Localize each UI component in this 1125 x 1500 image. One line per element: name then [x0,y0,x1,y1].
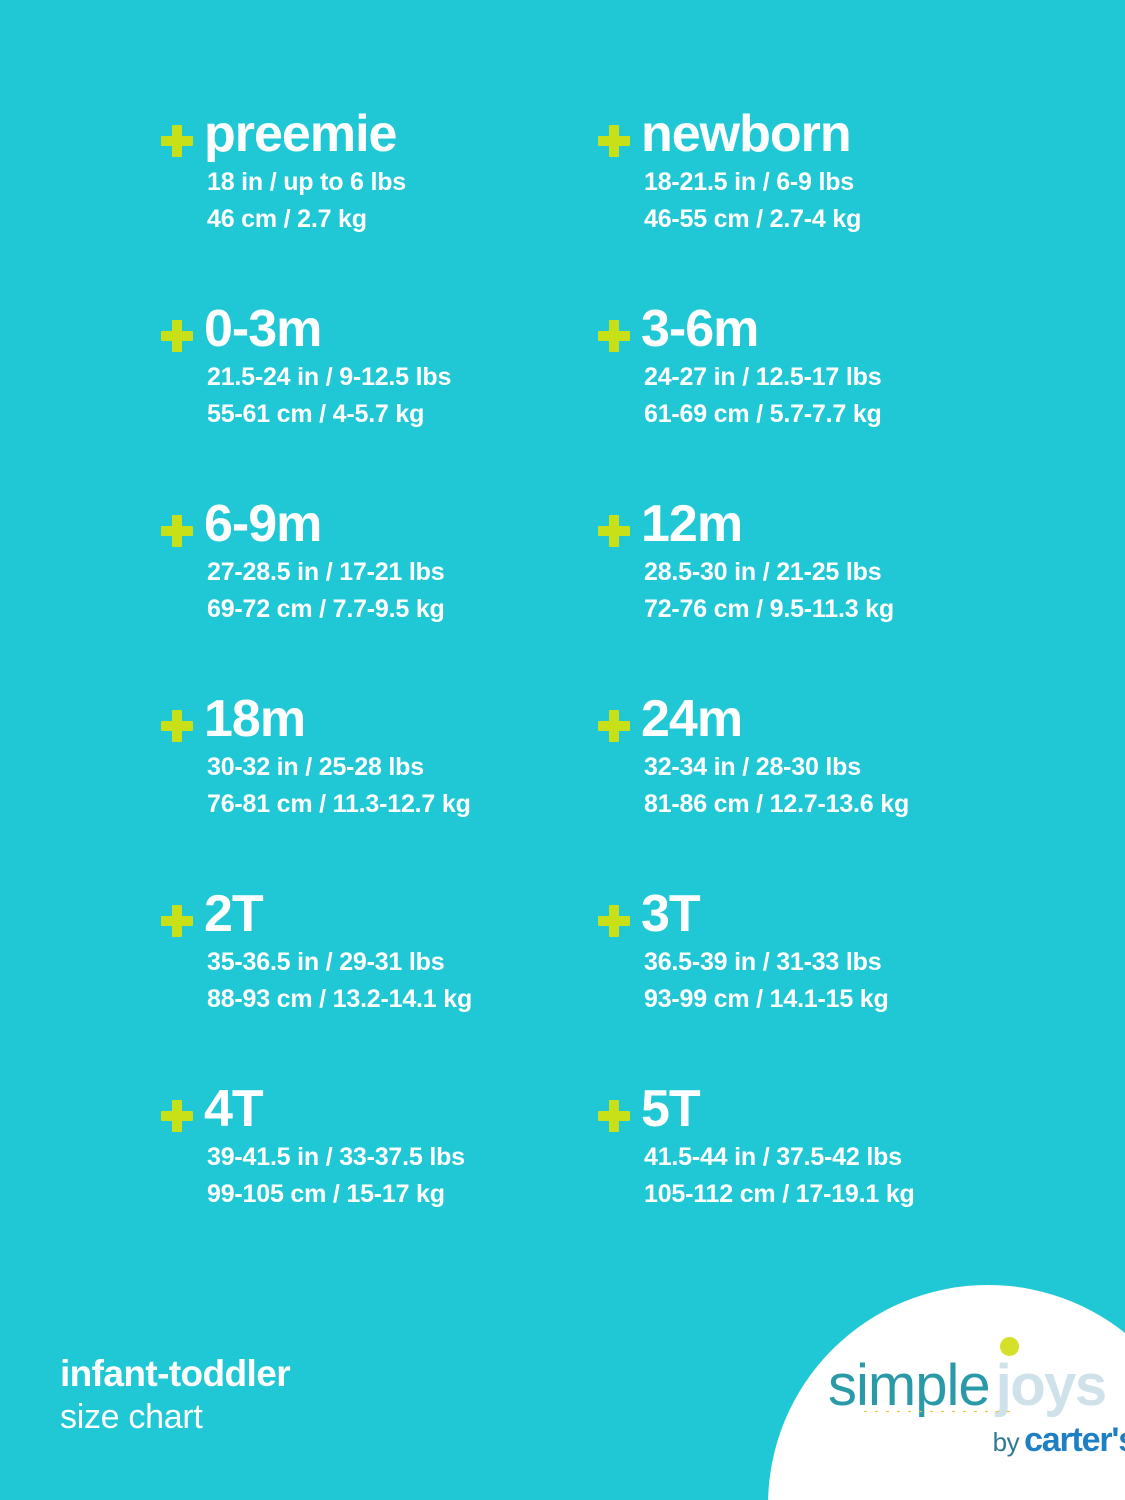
plus-icon [160,514,194,548]
size-label: 6-9m [204,495,322,553]
size-card-18m[interactable]: 18m 30-32 in / 25-28 lbs 76-81 cm / 11.3… [160,689,597,884]
size-card-body: 24m 32-34 in / 28-30 lbs 81-86 cm / 12.7… [641,689,1034,823]
size-label: 12m [641,495,743,553]
size-card-3t[interactable]: 3T 36.5-39 in / 31-33 lbs 93-99 cm / 14.… [597,884,1034,1079]
size-detail-imperial: 30-32 in / 25-28 lbs [207,753,424,781]
plus-icon [160,124,194,158]
size-card-body: 5T 41.5-44 in / 37.5-42 lbs 105-112 cm /… [641,1079,1034,1213]
size-detail-metric: 46 cm / 2.7 kg [207,205,367,233]
size-detail-imperial: 39-41.5 in / 33-37.5 lbs [207,1143,465,1171]
size-detail-imperial: 32-34 in / 28-30 lbs [644,753,861,781]
size-detail-imperial: 28.5-30 in / 21-25 lbs [644,558,882,586]
size-card-body: 6-9m 27-28.5 in / 17-21 lbs 69-72 cm / 7… [204,494,597,628]
size-card-24m[interactable]: 24m 32-34 in / 28-30 lbs 81-86 cm / 12.7… [597,689,1034,884]
size-detail-imperial: 24-27 in / 12.5-17 lbs [644,363,882,391]
plus-icon [597,514,631,548]
logo-word-joys: joys [995,1337,1108,1418]
size-detail-imperial: 18 in / up to 6 lbs [207,168,407,196]
size-card-body: 4T 39-41.5 in / 33-37.5 lbs 99-105 cm / … [204,1079,597,1213]
size-detail-metric: 46-55 cm / 2.7-4 kg [644,205,862,233]
size-label: 24m [641,690,743,748]
size-card-body: 0-3m 21.5-24 in / 9-12.5 lbs 55-61 cm / … [204,299,597,433]
plus-icon [597,319,631,353]
size-row: preemie 18 in / up to 6 lbs 46 cm / 2.7 … [0,104,1125,299]
size-detail-imperial: 21.5-24 in / 9-12.5 lbs [207,363,452,391]
plus-icon [597,709,631,743]
size-detail-metric: 55-61 cm / 4-5.7 kg [207,400,425,428]
size-row: 6-9m 27-28.5 in / 17-21 lbs 69-72 cm / 7… [0,494,1125,689]
size-card-5t[interactable]: 5T 41.5-44 in / 37.5-42 lbs 105-112 cm /… [597,1079,1034,1274]
size-row: 4T 39-41.5 in / 33-37.5 lbs 99-105 cm / … [0,1079,1125,1274]
logo-word-joys-text: joys [995,1353,1108,1418]
plus-icon [160,1099,194,1133]
size-detail-metric: 99-105 cm / 15-17 kg [207,1180,445,1208]
size-card-newborn[interactable]: newborn 18-21.5 in / 6-9 lbs 46-55 cm / … [597,104,1034,299]
size-detail-imperial: 36.5-39 in / 31-33 lbs [644,948,882,976]
size-detail-metric: 88-93 cm / 13.2-14.1 kg [207,985,473,1013]
plus-icon [597,124,631,158]
size-detail-imperial: 27-28.5 in / 17-21 lbs [207,558,445,586]
size-card-2t[interactable]: 2T 35-36.5 in / 29-31 lbs 88-93 cm / 13.… [160,884,597,1079]
size-detail-metric: 72-76 cm / 9.5-11.3 kg [644,595,894,623]
lime-dot-icon [999,1337,1019,1356]
size-card-body: 2T 35-36.5 in / 29-31 lbs 88-93 cm / 13.… [204,884,597,1018]
size-card-body: 3-6m 24-27 in / 12.5-17 lbs 61-69 cm / 5… [641,299,1034,433]
logo-wordmark: simple joys [828,1337,1125,1415]
size-grid: preemie 18 in / up to 6 lbs 46 cm / 2.7 … [0,104,1125,1274]
size-card-body: newborn 18-21.5 in / 6-9 lbs 46-55 cm / … [641,104,1034,238]
size-detail-metric: 69-72 cm / 7.7-9.5 kg [207,595,445,623]
size-detail-metric: 105-112 cm / 17-19.1 kg [644,1180,915,1208]
plus-icon [160,709,194,743]
size-label: 2T [204,885,264,943]
size-label: 4T [204,1080,264,1138]
plus-icon [597,1099,631,1133]
plus-icon [597,904,631,938]
size-card-preemie[interactable]: preemie 18 in / up to 6 lbs 46 cm / 2.7 … [160,104,597,299]
size-detail-imperial: 35-36.5 in / 29-31 lbs [207,948,445,976]
size-label: preemie [204,105,397,163]
size-detail-metric: 76-81 cm / 11.3-12.7 kg [207,790,471,818]
logo-byline-brand: carter's [1024,1421,1125,1459]
chart-title-line1: infant-toddler [60,1353,291,1394]
size-detail-metric: 81-86 cm / 12.7-13.6 kg [644,790,910,818]
size-row: 2T 35-36.5 in / 29-31 lbs 88-93 cm / 13.… [0,884,1125,1079]
size-detail-imperial: 41.5-44 in / 37.5-42 lbs [644,1143,902,1171]
size-row: 18m 30-32 in / 25-28 lbs 76-81 cm / 11.3… [0,689,1125,884]
dotted-underline-decoration [860,1409,1010,1414]
size-label: 5T [641,1080,701,1138]
size-card-4t[interactable]: 4T 39-41.5 in / 33-37.5 lbs 99-105 cm / … [160,1079,597,1274]
plus-icon [160,319,194,353]
size-card-body: 18m 30-32 in / 25-28 lbs 76-81 cm / 11.3… [204,689,597,823]
size-card-body: 3T 36.5-39 in / 31-33 lbs 93-99 cm / 14.… [641,884,1034,1018]
size-detail-metric: 93-99 cm / 14.1-15 kg [644,985,889,1013]
size-row: 0-3m 21.5-24 in / 9-12.5 lbs 55-61 cm / … [0,299,1125,494]
size-card-3-6m[interactable]: 3-6m 24-27 in / 12.5-17 lbs 61-69 cm / 5… [597,299,1034,494]
size-label: 3-6m [641,300,759,358]
size-card-6-9m[interactable]: 6-9m 27-28.5 in / 17-21 lbs 69-72 cm / 7… [160,494,597,689]
size-label: 0-3m [204,300,322,358]
size-detail-metric: 61-69 cm / 5.7-7.7 kg [644,400,882,428]
logo-word-simple: simple [828,1353,991,1418]
size-card-0-3m[interactable]: 0-3m 21.5-24 in / 9-12.5 lbs 55-61 cm / … [160,299,597,494]
size-card-body: 12m 28.5-30 in / 21-25 lbs 72-76 cm / 9.… [641,494,1034,628]
plus-icon [160,904,194,938]
size-card-12m[interactable]: 12m 28.5-30 in / 21-25 lbs 72-76 cm / 9.… [597,494,1034,689]
chart-title-line2: size chart [60,1398,203,1436]
size-detail-imperial: 18-21.5 in / 6-9 lbs [644,168,854,196]
chart-title: infant-toddler size chart [60,1351,291,1438]
size-card-body: preemie 18 in / up to 6 lbs 46 cm / 2.7 … [204,104,597,238]
size-label: newborn [641,105,852,163]
logo-byline-by: by [992,1427,1020,1457]
size-label: 18m [204,690,306,748]
size-label: 3T [641,885,701,943]
